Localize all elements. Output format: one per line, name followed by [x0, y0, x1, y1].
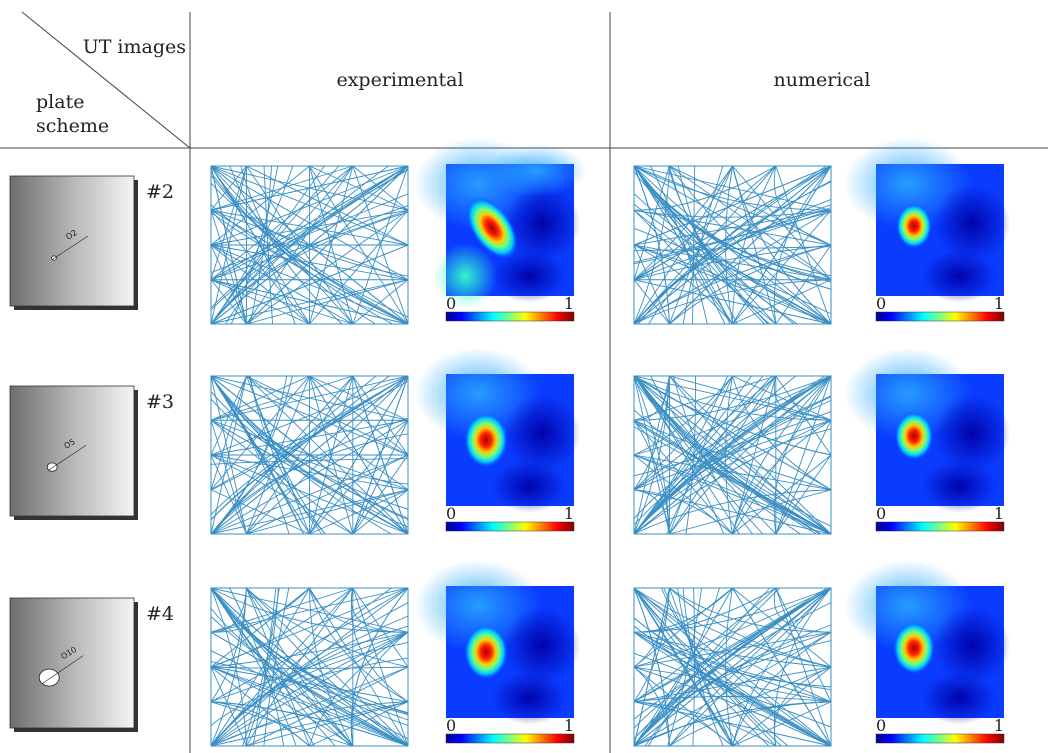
numerical-ray-paths [633, 165, 832, 325]
hole-mark [38, 668, 60, 687]
hole-leader-line [52, 235, 89, 260]
row-label: #4 [146, 603, 174, 625]
row-label: #3 [146, 391, 174, 413]
colorbar-min-label: 0 [876, 716, 886, 735]
col-experimental-header: experimental [336, 69, 463, 91]
colorbar-max-label: 1 [564, 294, 574, 313]
row-1: O5#30 1 0 1 [9, 347, 1011, 535]
colorbar-min-label: 0 [446, 504, 456, 523]
numerical-heatmap [844, 347, 1011, 513]
row-0: O2#20 1 0 1 [9, 137, 1011, 325]
plate-scheme: O2 [9, 175, 138, 310]
plate-scheme: O10 [9, 597, 138, 732]
row-label: #2 [146, 181, 174, 203]
hole-leader-line [42, 655, 84, 684]
colorbar-max-label: 1 [994, 294, 1004, 313]
colorbar-min-label: 0 [446, 716, 456, 735]
numerical-ray-paths [633, 375, 832, 535]
experimental-ray-paths [210, 375, 409, 535]
corner-diagonal [21, 11, 191, 149]
corner-bottom-line1: plate [36, 91, 84, 113]
colorbar-min-label: 0 [446, 294, 456, 313]
col-numerical-header: numerical [774, 69, 871, 91]
corner-top-label: UT images [83, 36, 186, 58]
colorbar-max-label: 1 [994, 716, 1004, 735]
numerical-ray-paths [633, 587, 832, 747]
experimental-heatmap [414, 137, 587, 310]
colorbar-min-label: 0 [876, 504, 886, 523]
colorbar-max-label: 1 [564, 716, 574, 735]
colorbar-max-label: 1 [564, 504, 574, 523]
experimental-ray-paths [210, 165, 409, 325]
experimental-heatmap [414, 559, 581, 725]
plate-scheme: O5 [9, 385, 138, 520]
row-2: O10#40 1 0 1 [9, 559, 1011, 747]
experimental-ray-paths [210, 587, 409, 747]
numerical-heatmap [844, 137, 1011, 303]
hole-leader-line [48, 444, 87, 471]
colorbar-max-label: 1 [994, 504, 1004, 523]
corner-bottom-line2: scheme [36, 115, 109, 137]
experimental-heatmap [414, 347, 581, 513]
colorbar-min-label: 0 [876, 294, 886, 313]
numerical-heatmap [844, 559, 1011, 725]
